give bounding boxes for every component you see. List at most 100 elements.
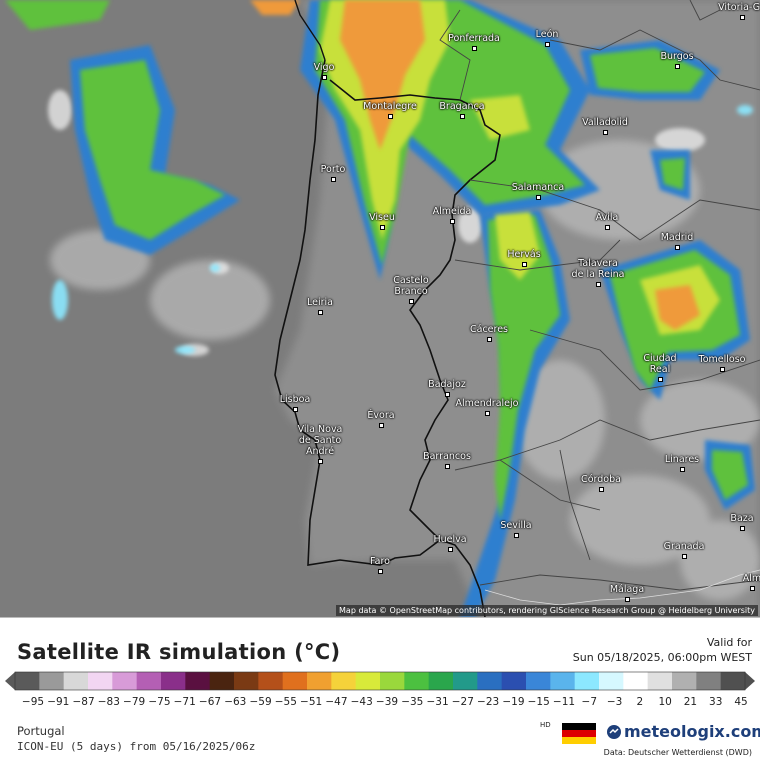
city-label: Ávila [595, 212, 619, 223]
germany-flag-icon [562, 723, 596, 744]
scale-tick-label: −63 [224, 696, 247, 708]
scale-swatch [404, 672, 430, 690]
map-attribution[interactable]: Map data © OpenStreetMap contributors, r… [336, 605, 758, 616]
city-label: Porto [320, 164, 346, 175]
scale-swatch [696, 672, 722, 690]
city-label: Barrancos [423, 451, 471, 462]
city-dot [448, 547, 453, 552]
city-dot [472, 46, 477, 51]
city-label: Tomelloso [698, 354, 746, 365]
scale-arrow-left [5, 672, 15, 690]
city-dot [675, 245, 680, 250]
scale-swatch [453, 672, 478, 690]
scale-arrow-right [745, 672, 755, 690]
regions [439, 0, 760, 591]
scale-swatch [282, 672, 308, 690]
city-dot [740, 526, 745, 531]
scale-tick-label: −91 [47, 696, 70, 708]
scale-tick-label: −83 [97, 696, 120, 708]
city-label: Córdoba [581, 474, 621, 485]
city-label: Valladolid [582, 117, 628, 128]
city-label: Castelo Branco [393, 275, 429, 297]
scale-tick-label: −7 [581, 696, 598, 708]
city-dot [675, 64, 680, 69]
scale-swatch [599, 672, 624, 690]
city-label: Bragança [439, 101, 485, 112]
city-dot [318, 310, 323, 315]
scale-swatch [380, 672, 405, 690]
scale-tick-label: 10 [658, 696, 672, 708]
city-label: Lisboa [279, 394, 311, 405]
city-label: Hervás [507, 249, 541, 260]
scale-tick-label: −27 [451, 696, 474, 708]
scale-tick-label: −39 [375, 696, 399, 708]
brand-name[interactable]: meteologix.com [624, 722, 760, 741]
scale-tick-label: −35 [401, 696, 424, 708]
scale-tick-label: −95 [21, 696, 45, 708]
city-dot [445, 464, 450, 469]
borders [274, 59, 501, 617]
city-label: Vitoria-Ga [718, 2, 760, 13]
scale-swatch [501, 672, 527, 690]
city-dot [522, 262, 527, 267]
scale-tick-label: −15 [527, 696, 550, 708]
city-dot [485, 411, 490, 416]
city-dot [605, 225, 610, 230]
scale-swatch [63, 672, 89, 690]
legend-title: Satellite IR simulation (°C) [17, 640, 341, 664]
city-label: Baza [730, 513, 754, 524]
city-dot [658, 377, 663, 382]
scale-tick-label: −75 [148, 696, 171, 708]
map-canvas [5, 0, 760, 617]
hd-icon[interactable]: HD [540, 721, 551, 729]
thin-clouds [50, 140, 760, 600]
cloud-cyan [52, 105, 753, 354]
scale-swatch [15, 672, 40, 690]
city-dot [625, 597, 630, 602]
city-label: Ciudad Real [643, 353, 677, 375]
satellite-map[interactable]: Map data © OpenStreetMap contributors, r… [0, 0, 760, 617]
scale-swatch [88, 672, 113, 690]
scale-tick-label: −79 [123, 696, 146, 708]
city-dot [378, 569, 383, 574]
city-dot [293, 407, 298, 412]
city-label: Leiria [307, 297, 333, 308]
scale-tick-label: −67 [198, 696, 222, 708]
scale-tick-label: −55 [274, 696, 297, 708]
city-dot [596, 282, 601, 287]
scale-tick-label: −51 [300, 696, 323, 708]
city-dot [318, 459, 323, 464]
city-label: León [535, 29, 559, 40]
city-dot [682, 554, 687, 559]
city-dot [380, 225, 385, 230]
city-label: Sevilla [500, 520, 532, 531]
city-label: Évora [367, 410, 395, 421]
scale-tick-label: −3 [606, 696, 623, 708]
scale-tick-label: −23 [477, 696, 500, 708]
scale-swatch [112, 672, 138, 690]
galicia-coast [294, 0, 326, 61]
city-label: Salamanca [511, 182, 565, 193]
city-dot [599, 487, 604, 492]
scale-swatch [234, 672, 259, 690]
city-label: Ponferrada [448, 33, 500, 44]
city-dot [680, 467, 685, 472]
scale-swatch [209, 672, 235, 690]
portugal-spain-border [329, 79, 501, 541]
scale-swatch [185, 672, 211, 690]
scale-swatch [331, 672, 357, 690]
scale-swatch [136, 672, 162, 690]
spain-south-coast [484, 569, 760, 606]
meteologix-logo-icon [607, 725, 621, 739]
scale-tick-label: −43 [350, 696, 373, 708]
scale-swatch [161, 672, 186, 690]
city-label: Vigo [313, 62, 335, 73]
city-dot [379, 423, 384, 428]
scale-tick-label: −59 [249, 696, 272, 708]
scale-tick-label: 33 [709, 696, 723, 708]
city-label: Granada [663, 541, 705, 552]
city-label: Alm [742, 573, 760, 584]
city-label: Almeida [432, 206, 472, 217]
city-label: Málaga [609, 584, 645, 595]
city-label: Cáceres [469, 324, 509, 335]
